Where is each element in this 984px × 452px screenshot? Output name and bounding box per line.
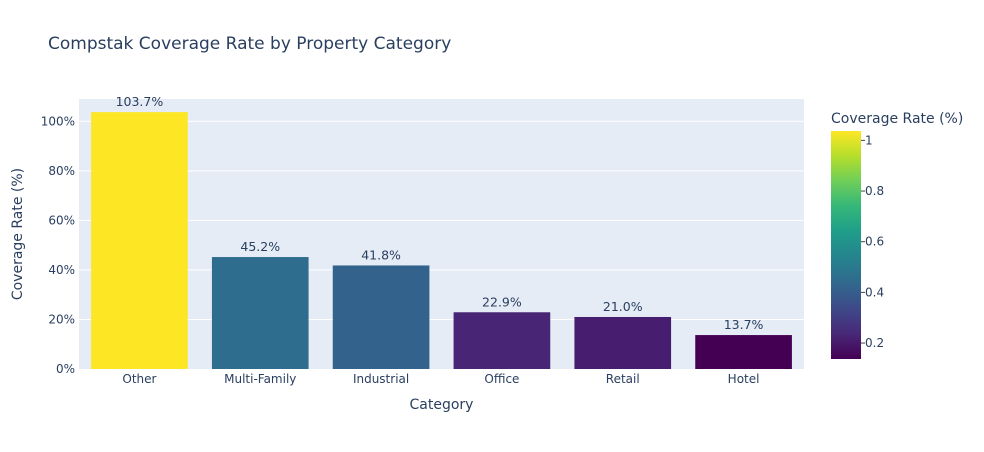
bar-value-label: 22.9%: [482, 294, 522, 309]
plot-area: [79, 99, 804, 369]
colorbar-tick-label: 0.6: [865, 235, 884, 249]
y-tick-label: 100%: [41, 114, 75, 128]
y-tick-label: 20%: [48, 312, 75, 326]
bars: [91, 112, 792, 369]
bar-retail[interactable]: [574, 316, 672, 369]
data-labels: 103.7% 45.2% 41.8% 22.9% 21.0% 13.7%: [116, 94, 764, 332]
x-tick-label: Office: [484, 372, 519, 386]
x-tick-label: Multi-Family: [224, 372, 296, 386]
bar-office[interactable]: [453, 312, 551, 369]
colorbar: Coverage Rate (%) 0.2 0.4 0.6 0.8 1: [831, 111, 963, 359]
bar-industrial[interactable]: [332, 265, 430, 369]
y-tick-label: 40%: [48, 263, 75, 277]
chart-title: Compstak Coverage Rate by Property Categ…: [48, 34, 451, 54]
colorbar-tick-label: 0.8: [865, 184, 884, 198]
colorbar-tick-label: 1: [865, 133, 873, 147]
colorbar-ticks: 0.2 0.4 0.6 0.8 1: [861, 133, 884, 350]
y-tick-label: 60%: [48, 213, 75, 227]
bar-value-label: 41.8%: [361, 247, 401, 262]
bar-value-label: 45.2%: [240, 239, 280, 254]
bar-value-label: 13.7%: [724, 317, 764, 332]
colorbar-title: Coverage Rate (%): [831, 111, 963, 127]
x-tick-label: Retail: [606, 372, 640, 386]
colorbar-tick-label: 0.4: [865, 285, 884, 299]
colorbar-tick-label: 0.2: [865, 336, 884, 350]
bar-hotel[interactable]: [695, 335, 792, 369]
colorbar-gradient: [831, 131, 861, 359]
y-tick-label: 0%: [56, 362, 75, 376]
bar-value-label: 21.0%: [603, 299, 643, 314]
y-tick-label: 80%: [48, 164, 75, 178]
bar-other[interactable]: [91, 112, 188, 369]
x-tick-label: Industrial: [353, 372, 409, 386]
y-axis-ticks: 0% 20% 40% 60% 80% 100%: [41, 114, 75, 376]
bar-value-label: 103.7%: [116, 94, 164, 109]
bar-multi-family[interactable]: [211, 257, 309, 369]
x-axis-title: Category: [410, 397, 474, 413]
x-tick-label: Hotel: [728, 372, 760, 386]
y-axis-title: Coverage Rate (%): [10, 168, 26, 300]
x-tick-label: Other: [122, 372, 156, 386]
gridlines: [79, 120, 804, 320]
x-axis-ticks: Other Multi-Family Industrial Office Retail H…: [122, 372, 759, 386]
